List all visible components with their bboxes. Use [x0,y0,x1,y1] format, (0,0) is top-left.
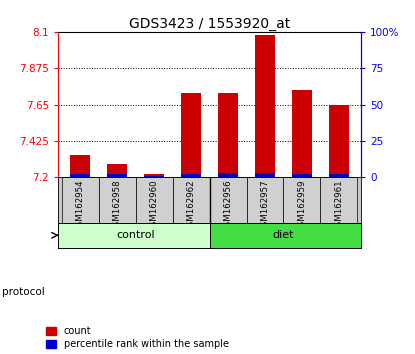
Text: GSM162956: GSM162956 [224,179,232,232]
Bar [218,93,238,177]
Text: GSM162958: GSM162958 [113,179,122,232]
Bar [255,35,275,177]
Bar [218,173,238,177]
Text: GSM162959: GSM162959 [298,179,306,232]
Bar [320,177,357,223]
Bar [329,175,349,177]
Title: GDS3423 / 1553920_at: GDS3423 / 1553920_at [129,17,290,31]
Text: diet: diet [273,230,294,240]
Bar [210,223,361,248]
Text: GSM162954: GSM162954 [76,179,85,232]
Bar [99,177,136,223]
Text: GSM162962: GSM162962 [187,179,195,232]
Bar [144,174,164,177]
Text: GSM162957: GSM162957 [261,179,269,232]
Bar [107,164,127,177]
Bar [292,175,312,177]
Bar [181,175,201,177]
Bar [283,177,320,223]
Bar [70,155,90,177]
Bar [70,175,90,177]
Bar [181,93,201,177]
Bar [247,177,283,223]
Bar [329,104,349,177]
Bar [136,177,173,223]
Bar [210,177,247,223]
Bar [144,176,164,177]
Text: protocol: protocol [2,287,45,297]
Bar [255,173,275,177]
Bar [173,177,210,223]
Legend: count, percentile rank within the sample: count, percentile rank within the sample [46,326,229,349]
Bar [292,90,312,177]
Bar [107,175,127,177]
Text: GSM162961: GSM162961 [334,179,343,232]
Bar [62,177,99,223]
Text: control: control [116,230,155,240]
Text: GSM162960: GSM162960 [150,179,159,232]
